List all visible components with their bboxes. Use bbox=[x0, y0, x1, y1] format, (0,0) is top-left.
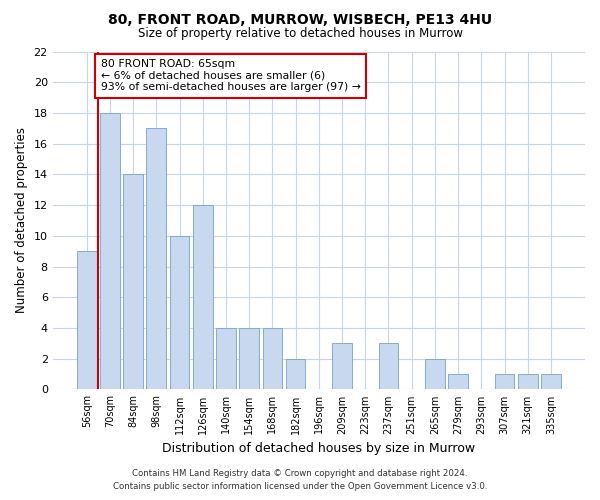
Bar bbox=[77, 251, 97, 390]
Bar bbox=[123, 174, 143, 390]
Bar bbox=[425, 358, 445, 390]
Bar bbox=[332, 344, 352, 390]
Bar bbox=[541, 374, 561, 390]
X-axis label: Distribution of detached houses by size in Murrow: Distribution of detached houses by size … bbox=[162, 442, 475, 455]
Bar bbox=[448, 374, 468, 390]
Text: 80 FRONT ROAD: 65sqm
← 6% of detached houses are smaller (6)
93% of semi-detache: 80 FRONT ROAD: 65sqm ← 6% of detached ho… bbox=[101, 59, 361, 92]
Bar bbox=[379, 344, 398, 390]
Text: Size of property relative to detached houses in Murrow: Size of property relative to detached ho… bbox=[137, 28, 463, 40]
Bar bbox=[216, 328, 236, 390]
Y-axis label: Number of detached properties: Number of detached properties bbox=[15, 128, 28, 314]
Bar bbox=[286, 358, 305, 390]
Bar bbox=[100, 113, 120, 390]
Text: Contains HM Land Registry data © Crown copyright and database right 2024.
Contai: Contains HM Land Registry data © Crown c… bbox=[113, 470, 487, 491]
Bar bbox=[239, 328, 259, 390]
Bar bbox=[518, 374, 538, 390]
Bar bbox=[170, 236, 190, 390]
Bar bbox=[263, 328, 282, 390]
Bar bbox=[146, 128, 166, 390]
Bar bbox=[193, 205, 212, 390]
Text: 80, FRONT ROAD, MURROW, WISBECH, PE13 4HU: 80, FRONT ROAD, MURROW, WISBECH, PE13 4H… bbox=[108, 12, 492, 26]
Bar bbox=[494, 374, 514, 390]
